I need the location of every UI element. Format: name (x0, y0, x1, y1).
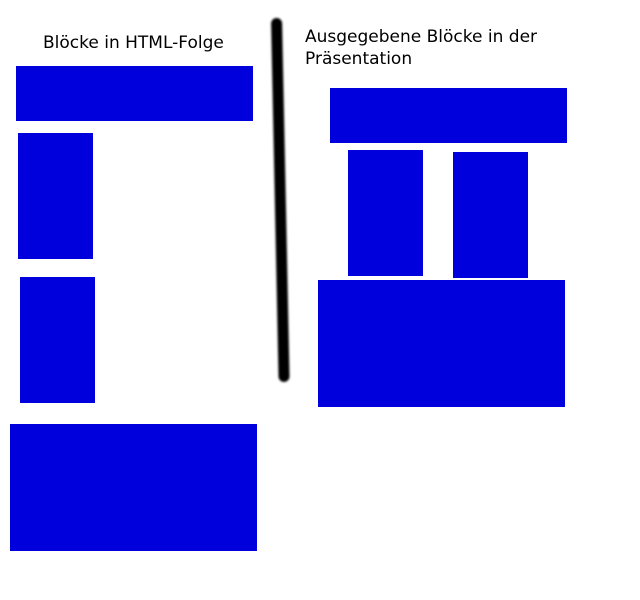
left-panel-title: Blöcke in HTML-Folge (43, 33, 224, 53)
html-order-block-1 (16, 66, 253, 121)
presentation-block-3 (453, 152, 528, 278)
presentation-block-2 (348, 150, 423, 276)
vertical-divider (271, 17, 290, 383)
right-panel-title: Ausgegebene Blöcke in der Präsentation (305, 26, 565, 70)
html-order-block-2 (18, 133, 93, 259)
right-panel-title-line-1: Ausgegebene Blöcke in der (305, 27, 538, 47)
right-panel-title-line-2: Präsentation (305, 49, 413, 69)
presentation-block-4 (318, 280, 565, 407)
html-order-block-4 (10, 424, 257, 551)
html-order-block-3 (20, 277, 95, 403)
presentation-block-1 (330, 88, 567, 143)
